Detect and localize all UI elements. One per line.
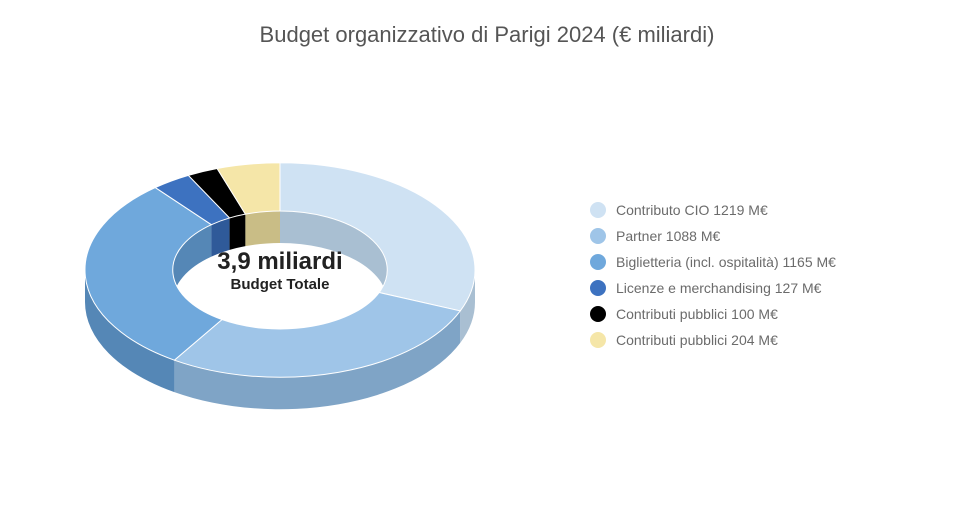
legend-swatch [590,228,606,244]
legend-label: Contributi pubblici 100 M€ [616,303,778,325]
legend-label: Partner 1088 M€ [616,225,720,247]
legend-label: Licenze e merchandising 127 M€ [616,277,821,299]
legend: Contributo CIO 1219 M€ Partner 1088 M€ Big… [590,195,836,355]
legend-label: Contributo CIO 1219 M€ [616,199,768,221]
legend-item: Contributo CIO 1219 M€ [590,199,836,221]
legend-item: Contributi pubblici 204 M€ [590,329,836,351]
chart-title: Budget organizzativo di Parigi 2024 (€ m… [0,22,974,48]
legend-swatch [590,332,606,348]
legend-swatch [590,306,606,322]
legend-label: Contributi pubblici 204 M€ [616,329,778,351]
legend-swatch [590,254,606,270]
donut-chart: 3,9 miliardi Budget Totale [60,80,500,480]
legend-item: Licenze e merchandising 127 M€ [590,277,836,299]
legend-swatch [590,280,606,296]
donut-svg [60,80,500,480]
legend-item: Partner 1088 M€ [590,225,836,247]
legend-item: Biglietteria (incl. ospitalità) 1165 M€ [590,251,836,273]
legend-label: Biglietteria (incl. ospitalità) 1165 M€ [616,251,836,273]
legend-swatch [590,202,606,218]
legend-item: Contributi pubblici 100 M€ [590,303,836,325]
chart-container: Budget organizzativo di Parigi 2024 (€ m… [0,0,974,518]
